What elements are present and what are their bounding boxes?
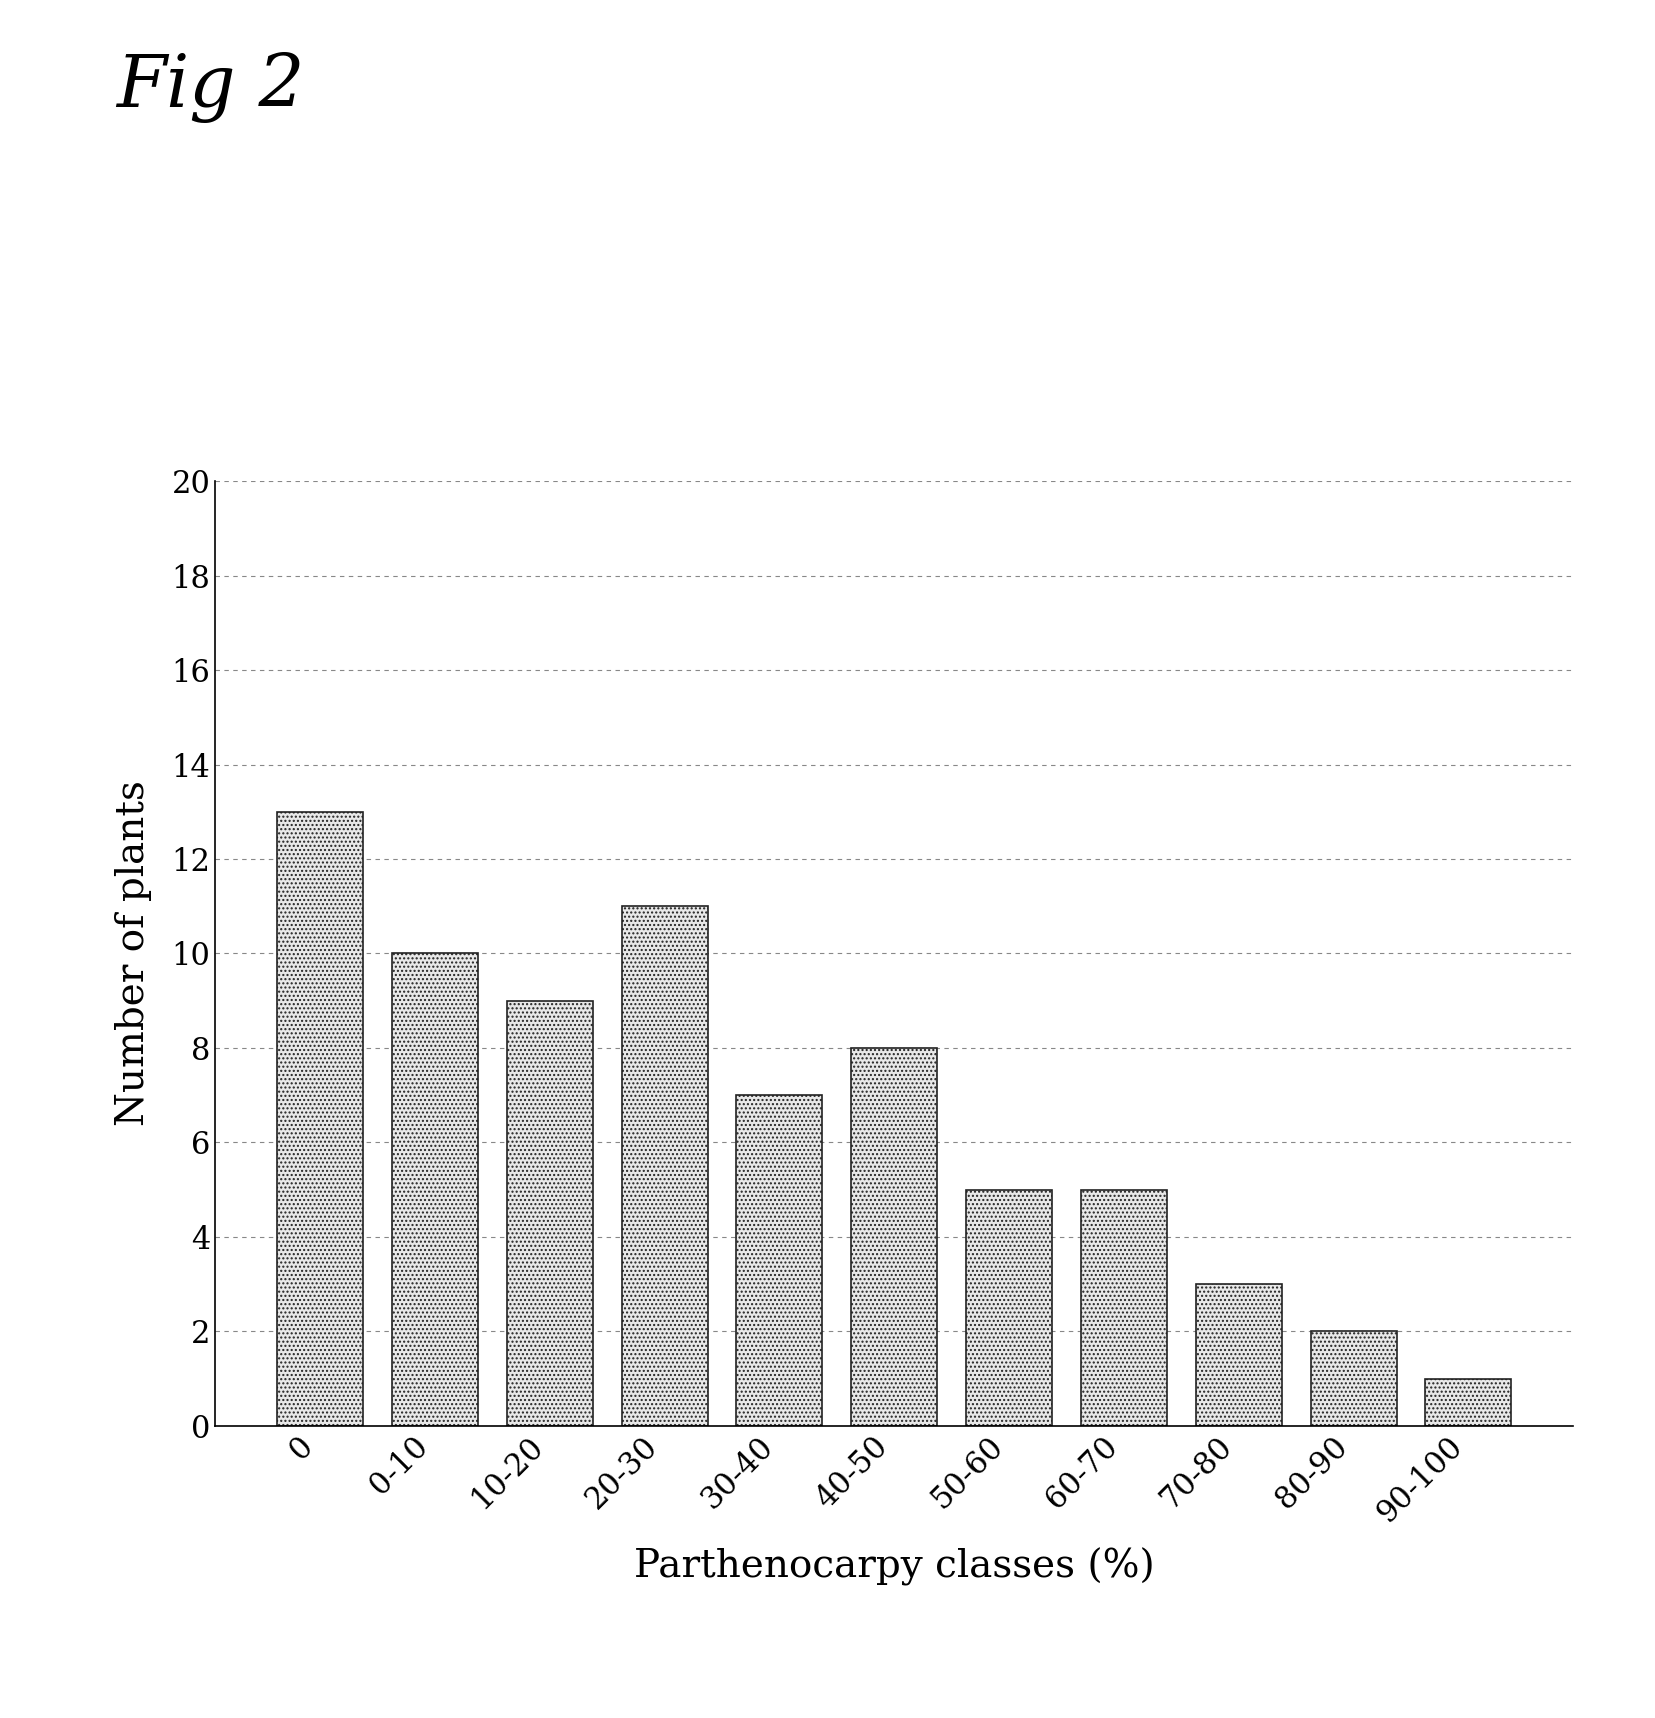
Bar	[392, 953, 478, 1426]
Bar	[965, 1189, 1051, 1426]
Bar	[621, 907, 707, 1426]
Bar	[736, 1096, 823, 1426]
Bar	[1425, 1378, 1511, 1426]
Bar	[851, 1048, 937, 1426]
Y-axis label: Number of plants: Number of plants	[114, 780, 152, 1127]
X-axis label: Parthenocarpy classes (%): Parthenocarpy classes (%)	[634, 1548, 1154, 1586]
Bar	[276, 811, 362, 1426]
Bar	[1081, 1189, 1167, 1426]
Text: Fig 2: Fig 2	[116, 52, 305, 122]
Bar	[506, 1000, 592, 1426]
Bar	[1309, 1331, 1395, 1426]
Bar	[1195, 1285, 1281, 1426]
